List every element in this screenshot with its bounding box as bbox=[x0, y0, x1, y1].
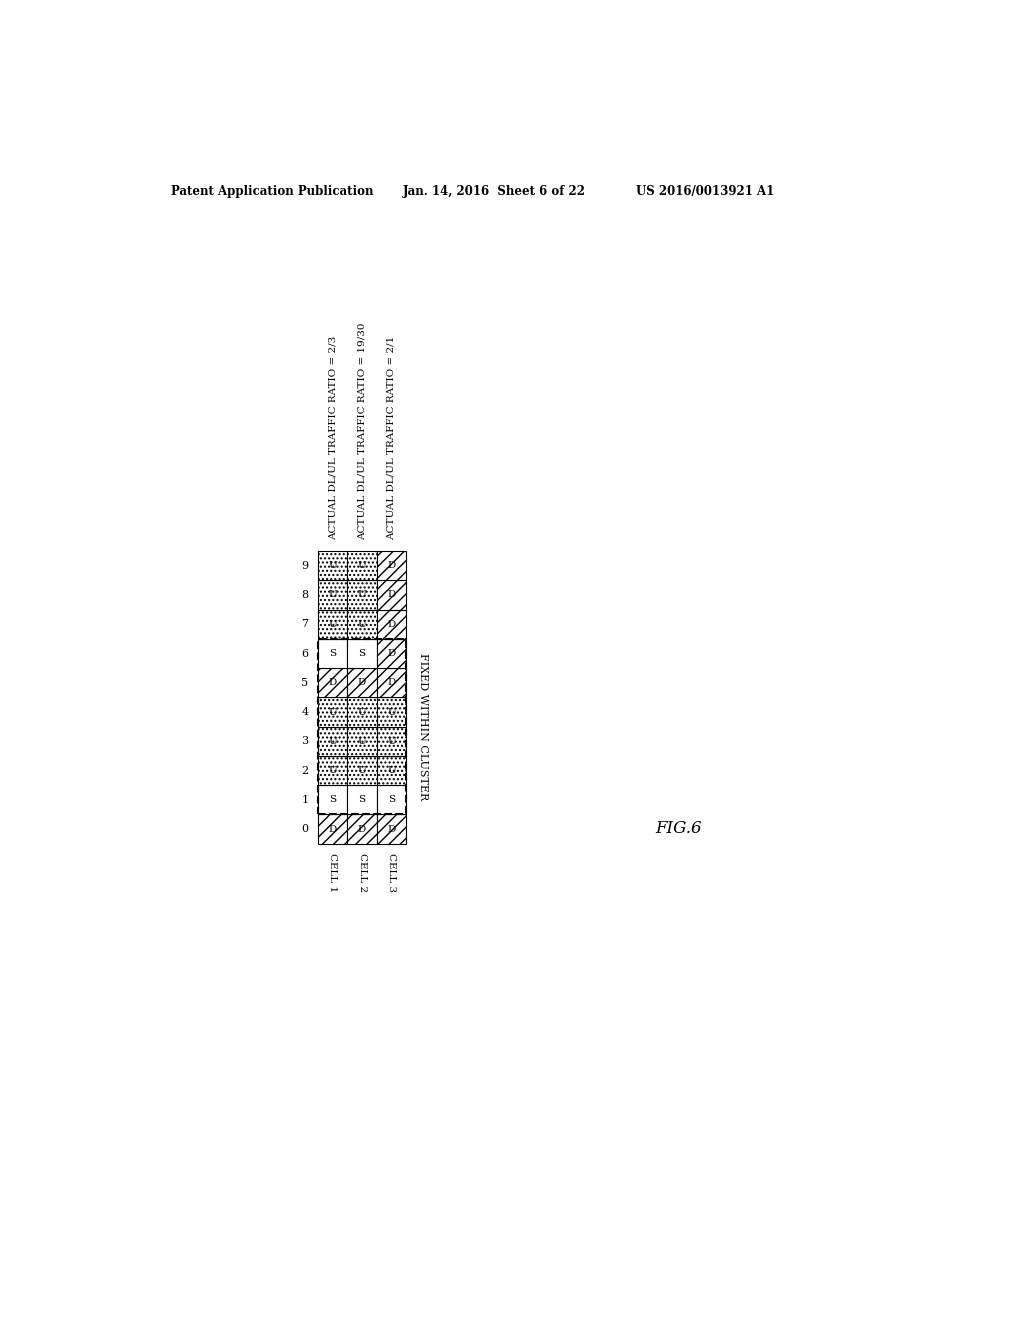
Text: U: U bbox=[329, 737, 337, 746]
Bar bbox=[317, 610, 347, 639]
Text: U: U bbox=[387, 708, 396, 717]
Bar bbox=[347, 639, 377, 668]
Text: U: U bbox=[329, 590, 337, 599]
Text: U: U bbox=[357, 737, 367, 746]
Bar bbox=[317, 639, 407, 814]
Bar bbox=[347, 785, 377, 814]
Text: D: D bbox=[387, 678, 395, 688]
Text: S: S bbox=[358, 649, 366, 657]
Text: S: S bbox=[388, 796, 395, 804]
Bar bbox=[347, 581, 377, 610]
Text: D: D bbox=[329, 678, 337, 688]
Text: D: D bbox=[387, 825, 395, 833]
Text: D: D bbox=[387, 649, 395, 657]
Bar bbox=[377, 814, 407, 843]
Text: U: U bbox=[329, 561, 337, 570]
Text: 0: 0 bbox=[301, 824, 308, 834]
Bar bbox=[377, 785, 407, 814]
Bar bbox=[377, 726, 407, 756]
Bar bbox=[377, 581, 407, 610]
Text: D: D bbox=[358, 678, 367, 688]
Bar bbox=[347, 552, 377, 581]
Bar bbox=[377, 668, 407, 697]
Bar bbox=[317, 552, 347, 581]
Text: S: S bbox=[329, 796, 336, 804]
Bar bbox=[317, 814, 347, 843]
Bar bbox=[347, 610, 377, 639]
Text: U: U bbox=[357, 766, 367, 775]
Text: D: D bbox=[329, 825, 337, 833]
Bar bbox=[317, 639, 347, 668]
Text: D: D bbox=[358, 825, 367, 833]
Text: D: D bbox=[387, 620, 395, 628]
Text: U: U bbox=[357, 620, 367, 628]
Bar bbox=[317, 726, 347, 756]
Text: U: U bbox=[329, 766, 337, 775]
Text: S: S bbox=[358, 796, 366, 804]
Bar bbox=[377, 756, 407, 785]
Text: ACTUAL DL/UL TRAFFIC RATIO = 19/30: ACTUAL DL/UL TRAFFIC RATIO = 19/30 bbox=[357, 322, 367, 540]
Text: CELL 3: CELL 3 bbox=[387, 853, 396, 892]
Text: U: U bbox=[329, 620, 337, 628]
Bar bbox=[377, 697, 407, 726]
Text: ACTUAL DL/UL TRAFFIC RATIO = 2/3: ACTUAL DL/UL TRAFFIC RATIO = 2/3 bbox=[328, 335, 337, 540]
Text: Jan. 14, 2016  Sheet 6 of 22: Jan. 14, 2016 Sheet 6 of 22 bbox=[403, 185, 586, 198]
Bar bbox=[347, 668, 377, 697]
Bar bbox=[317, 581, 347, 610]
Text: U: U bbox=[357, 561, 367, 570]
Text: CELL 2: CELL 2 bbox=[357, 853, 367, 892]
Bar bbox=[317, 785, 347, 814]
Text: 1: 1 bbox=[301, 795, 308, 805]
Text: US 2016/0013921 A1: US 2016/0013921 A1 bbox=[636, 185, 774, 198]
Text: U: U bbox=[387, 737, 396, 746]
Text: 3: 3 bbox=[301, 737, 308, 746]
Text: ACTUAL DL/UL TRAFFIC RATIO = 2/1: ACTUAL DL/UL TRAFFIC RATIO = 2/1 bbox=[387, 335, 396, 540]
Text: U: U bbox=[357, 590, 367, 599]
Text: 2: 2 bbox=[301, 766, 308, 776]
Bar bbox=[347, 814, 377, 843]
Text: 5: 5 bbox=[301, 677, 308, 688]
Text: D: D bbox=[387, 561, 395, 570]
Text: CELL 1: CELL 1 bbox=[328, 853, 337, 892]
Text: 7: 7 bbox=[302, 619, 308, 630]
Text: FIG.6: FIG.6 bbox=[655, 820, 701, 837]
Text: 6: 6 bbox=[301, 648, 308, 659]
Text: U: U bbox=[329, 708, 337, 717]
Bar bbox=[317, 756, 347, 785]
Text: S: S bbox=[329, 649, 336, 657]
Bar bbox=[377, 610, 407, 639]
Text: Patent Application Publication: Patent Application Publication bbox=[171, 185, 373, 198]
Text: U: U bbox=[387, 766, 396, 775]
Bar bbox=[347, 756, 377, 785]
Text: U: U bbox=[357, 708, 367, 717]
Text: 4: 4 bbox=[301, 708, 308, 717]
Bar bbox=[377, 552, 407, 581]
Text: 8: 8 bbox=[301, 590, 308, 601]
Text: 9: 9 bbox=[301, 561, 308, 570]
Bar bbox=[377, 639, 407, 668]
Bar bbox=[347, 697, 377, 726]
Text: D: D bbox=[387, 590, 395, 599]
Bar bbox=[347, 726, 377, 756]
Bar bbox=[317, 697, 347, 726]
Bar bbox=[317, 668, 347, 697]
Text: FIXED WITHIN CLUSTER: FIXED WITHIN CLUSTER bbox=[418, 653, 428, 800]
